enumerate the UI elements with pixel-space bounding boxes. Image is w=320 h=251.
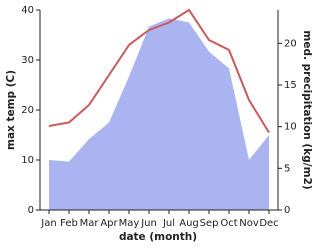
y2-tick-label: 20 (284, 38, 297, 49)
y-tick-label: 0 (28, 205, 34, 216)
y-tick-label: 10 (21, 155, 34, 166)
y-tick-label: 20 (21, 105, 34, 116)
x-tick-label: Feb (60, 218, 78, 229)
y2-tick-label: 10 (284, 122, 297, 133)
x-tick-label: Nov (239, 218, 259, 229)
x-tick-label: Mar (80, 218, 100, 229)
x-axis-label: date (month) (119, 231, 197, 243)
x-tick-label: May (119, 218, 140, 229)
y-tick-label: 30 (21, 55, 34, 66)
x-tick-label: Apr (100, 218, 118, 229)
x-tick-label: Aug (179, 218, 199, 229)
y-tick-label: 40 (21, 5, 34, 16)
x-tick-label: Oct (220, 218, 237, 229)
y2-tick-label: 15 (284, 80, 297, 91)
y-axis-label: max temp (C) (5, 70, 17, 150)
precipitation-area (49, 18, 269, 211)
y2-tick-label: 5 (284, 163, 290, 174)
x-tick-label: Jul (162, 218, 175, 229)
y2-tick-label: 0 (284, 205, 290, 216)
x-tick-label: Jan (40, 218, 56, 229)
y2-axis-label: med. precipitation (kg/m2) (301, 30, 313, 189)
x-tick-label: Dec (259, 218, 278, 229)
x-tick-label: Jun (140, 218, 157, 229)
chart: date (month) max temp (C) med. precipita… (5, 5, 313, 243)
temperature-line (48, 8, 270, 134)
x-tick-label: Sep (200, 218, 219, 229)
